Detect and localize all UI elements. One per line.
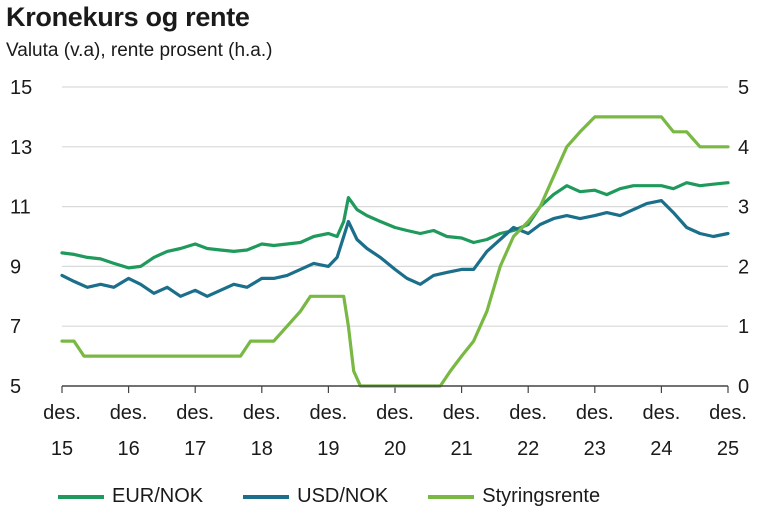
x-tick-label-year: 18 [251, 438, 273, 460]
x-tick-label-year: 15 [51, 438, 73, 460]
right-axis-ticks: 0 1 2 3 4 5 [738, 77, 749, 398]
x-tick-label-month: des. [243, 402, 281, 424]
x-tick-label-month: des. [43, 402, 81, 424]
right-tick-label: 5 [738, 77, 749, 99]
series-line-usd-nok [60, 199, 730, 298]
x-tick-label-month: des. [110, 402, 148, 424]
legend-label: USD/NOK [297, 485, 389, 507]
x-tick-label-month: des. [642, 402, 680, 424]
left-tick-label: 13 [10, 137, 32, 159]
left-tick-label: 15 [10, 77, 32, 99]
right-tick-label: 0 [738, 376, 749, 398]
legend-item: EUR/NOK [58, 485, 203, 508]
x-tick-label-year: 20 [384, 438, 406, 460]
legend-swatch [243, 494, 290, 499]
legend-swatch [58, 494, 104, 499]
x-tick-label-year: 17 [184, 438, 206, 460]
x-tick-label-month: des. [309, 402, 347, 424]
chart-subtitle: Valuta (v.a), rente prosent (h.a.) [6, 40, 273, 61]
x-tick-label-year: 23 [584, 438, 606, 460]
series-lines [60, 115, 730, 388]
x-tick-label-month: des. [709, 402, 747, 424]
x-tick-label-month: des. [443, 402, 481, 424]
series-line-eur-nok [60, 181, 730, 270]
left-tick-label: 7 [10, 316, 21, 338]
legend-label: EUR/NOK [112, 485, 204, 507]
left-tick-label: 9 [10, 256, 21, 278]
x-tick-label-year: 24 [650, 438, 672, 460]
right-tick-label: 1 [738, 316, 749, 338]
series-line-styringsrente [60, 115, 730, 388]
x-tick-label-year: 19 [317, 438, 339, 460]
x-tick-label-year: 22 [517, 438, 539, 460]
x-axis-ticks: des. 15 des. 16 des. 17 des. 18 des. 19 des. 20 des.… [43, 386, 747, 460]
legend: EUR/NOK USD/NOK Styringsrente [58, 485, 640, 508]
right-tick-label: 4 [738, 137, 749, 159]
chart-title: Kronekurs og rente [6, 2, 250, 32]
right-tick-label: 2 [738, 256, 749, 278]
gridlines [62, 86, 728, 327]
x-tick-label-year: 21 [450, 438, 472, 460]
x-tick-label-year: 25 [717, 438, 739, 460]
x-tick-label-month: des. [176, 402, 214, 424]
legend-item: USD/NOK [243, 485, 388, 508]
left-tick-label: 5 [10, 376, 21, 398]
legend-label: Styringsrente [482, 485, 601, 507]
x-tick-label-month: des. [576, 402, 614, 424]
x-tick-label-month: des. [376, 402, 414, 424]
right-tick-label: 3 [738, 197, 749, 219]
left-axis-ticks: 5 7 9 11 13 15 [10, 77, 32, 398]
x-tick-label-year: 16 [117, 438, 139, 460]
legend-swatch [428, 494, 475, 499]
x-tick-label-month: des. [509, 402, 547, 424]
left-tick-label: 11 [10, 197, 31, 219]
legend-item: Styringsrente [428, 485, 600, 508]
